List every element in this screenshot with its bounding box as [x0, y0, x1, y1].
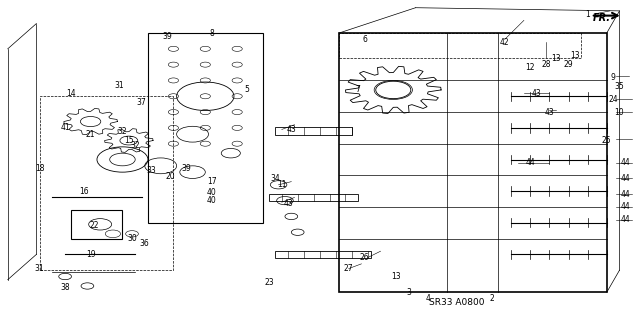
Text: 35: 35	[614, 82, 625, 91]
Text: 44: 44	[621, 203, 631, 211]
Text: 44: 44	[621, 158, 631, 167]
Text: 41: 41	[60, 123, 70, 132]
Text: 38: 38	[60, 283, 70, 292]
Text: 21: 21	[86, 130, 95, 139]
Text: 40: 40	[207, 188, 216, 197]
Text: 43: 43	[532, 89, 541, 98]
Text: 16: 16	[79, 187, 89, 196]
Text: 4: 4	[426, 294, 431, 303]
Text: 30: 30	[127, 234, 137, 243]
Text: 44: 44	[621, 174, 631, 183]
Text: 11: 11	[277, 180, 287, 189]
Text: 9: 9	[611, 73, 616, 82]
Text: 32: 32	[131, 141, 140, 150]
Text: 31: 31	[115, 81, 124, 90]
Text: 13: 13	[551, 54, 561, 63]
Text: 15: 15	[124, 136, 134, 145]
Text: 43: 43	[284, 199, 293, 208]
Text: 10: 10	[614, 108, 624, 116]
Text: 28: 28	[541, 60, 551, 69]
Bar	[40, 96, 173, 270]
Text: FR.: FR.	[593, 13, 611, 23]
Text: 3: 3	[407, 288, 412, 297]
Text: 13: 13	[570, 51, 580, 60]
Text: 39: 39	[162, 32, 172, 41]
Text: 26: 26	[360, 253, 369, 262]
Text: 33: 33	[147, 166, 156, 175]
Text: 34: 34	[271, 174, 280, 183]
Text: 31: 31	[35, 264, 44, 273]
Text: 13: 13	[392, 272, 401, 281]
Text: 44: 44	[525, 158, 535, 167]
Bar	[275, 250, 371, 258]
Text: 44: 44	[621, 215, 631, 224]
Text: 40: 40	[207, 196, 216, 205]
Text: 6: 6	[362, 35, 367, 44]
Text: 27: 27	[344, 264, 353, 273]
Text: 22: 22	[89, 221, 99, 230]
Text: 36: 36	[140, 239, 150, 248]
Text: SR33 A0800: SR33 A0800	[429, 298, 484, 307]
Text: 42: 42	[500, 38, 509, 47]
Text: 1: 1	[585, 10, 590, 19]
Bar	[72, 210, 122, 239]
Text: 17: 17	[207, 177, 216, 186]
Bar	[339, 33, 581, 58]
Bar	[269, 194, 358, 201]
Bar	[148, 33, 262, 223]
Text: 7: 7	[356, 85, 361, 94]
Text: 2: 2	[490, 294, 495, 303]
Text: 44: 44	[621, 190, 631, 199]
Bar	[339, 33, 607, 292]
Text: 14: 14	[67, 89, 76, 98]
Text: 24: 24	[608, 95, 618, 104]
Text: 20: 20	[166, 172, 175, 182]
Text: 23: 23	[264, 278, 274, 287]
Text: 25: 25	[602, 136, 612, 145]
Text: 5: 5	[244, 85, 249, 94]
Text: 43: 43	[287, 125, 296, 134]
Text: 12: 12	[525, 63, 535, 72]
Text: 19: 19	[86, 250, 95, 259]
Text: 29: 29	[564, 60, 573, 69]
Text: 37: 37	[137, 98, 147, 107]
Bar	[275, 127, 352, 135]
Text: 39: 39	[181, 165, 191, 174]
Text: 18: 18	[35, 165, 44, 174]
Text: 43: 43	[545, 108, 554, 116]
Text: 32: 32	[118, 127, 127, 136]
Text: 8: 8	[209, 28, 214, 38]
